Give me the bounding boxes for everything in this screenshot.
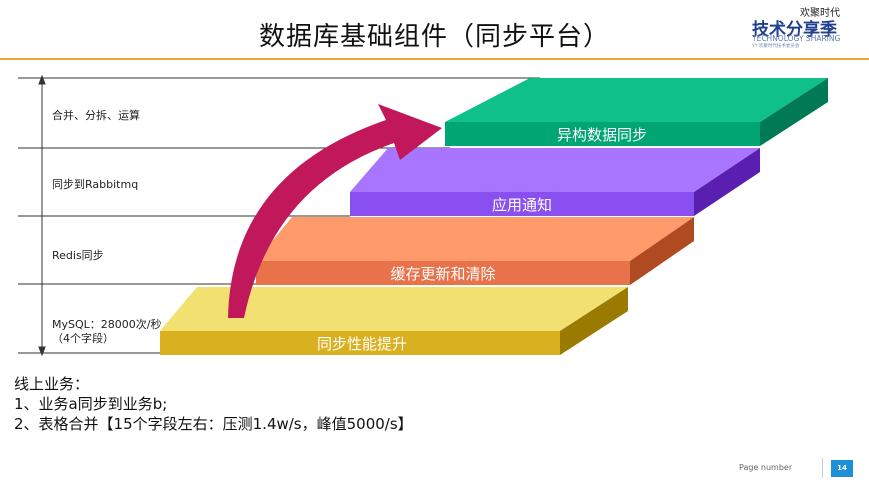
page-number-label: Page number: [739, 463, 793, 472]
title-rule: [0, 58, 869, 60]
slide-title: 数据库基础组件（同步平台）: [258, 22, 610, 52]
logo-main-text: 技术分享季: [752, 20, 837, 40]
logo-tiny-text: YY 欢聚时代技术委员会: [752, 44, 800, 49]
step-label-heterogeneous-sync: 异构数据同步: [557, 126, 647, 144]
note-heading: 线上业务：: [14, 375, 90, 393]
step-cache-update: 缓存更新和清除: [256, 217, 694, 285]
level-label-merge-split: 合并、分拆、运算: [52, 109, 140, 122]
step-label-app-notify: 应用通知: [492, 196, 552, 214]
step-heterogeneous-sync: 异构数据同步: [445, 78, 828, 146]
logo: 欢聚时代 技术分享季 TECHNOLOGY SHARING YY 欢聚时代技术委…: [746, 4, 858, 50]
business-notes: 线上业务： 1、业务a同步到业务b; 2、表格合并【15个字段左右：压测1.4w…: [14, 374, 413, 434]
page-separator: [822, 458, 823, 478]
step-label-cache-update: 缓存更新和清除: [390, 265, 495, 283]
logo-sub-text: TECHNOLOGY SHARING: [752, 34, 841, 43]
step-app-notify: 应用通知: [350, 148, 760, 216]
level-label-rabbitmq: 同步到Rabbitmq: [52, 178, 139, 191]
level-label-mysql: MySQL：28000次/秒 （4个字段）: [52, 318, 162, 345]
growth-arrow: [228, 104, 442, 318]
step-sync-performance: 同步性能提升: [160, 287, 628, 355]
level-label-redis: Redis同步: [52, 249, 104, 262]
step-label-sync-performance: 同步性能提升: [317, 335, 407, 353]
note-item-1: 1、业务a同步到业务b;: [14, 395, 168, 413]
note-item-2: 2、表格合并【15个字段左右：压测1.4w/s，峰值5000/s】: [14, 415, 413, 433]
page-number-badge: 14: [831, 460, 853, 477]
logo-top-text: 欢聚时代: [800, 8, 840, 19]
